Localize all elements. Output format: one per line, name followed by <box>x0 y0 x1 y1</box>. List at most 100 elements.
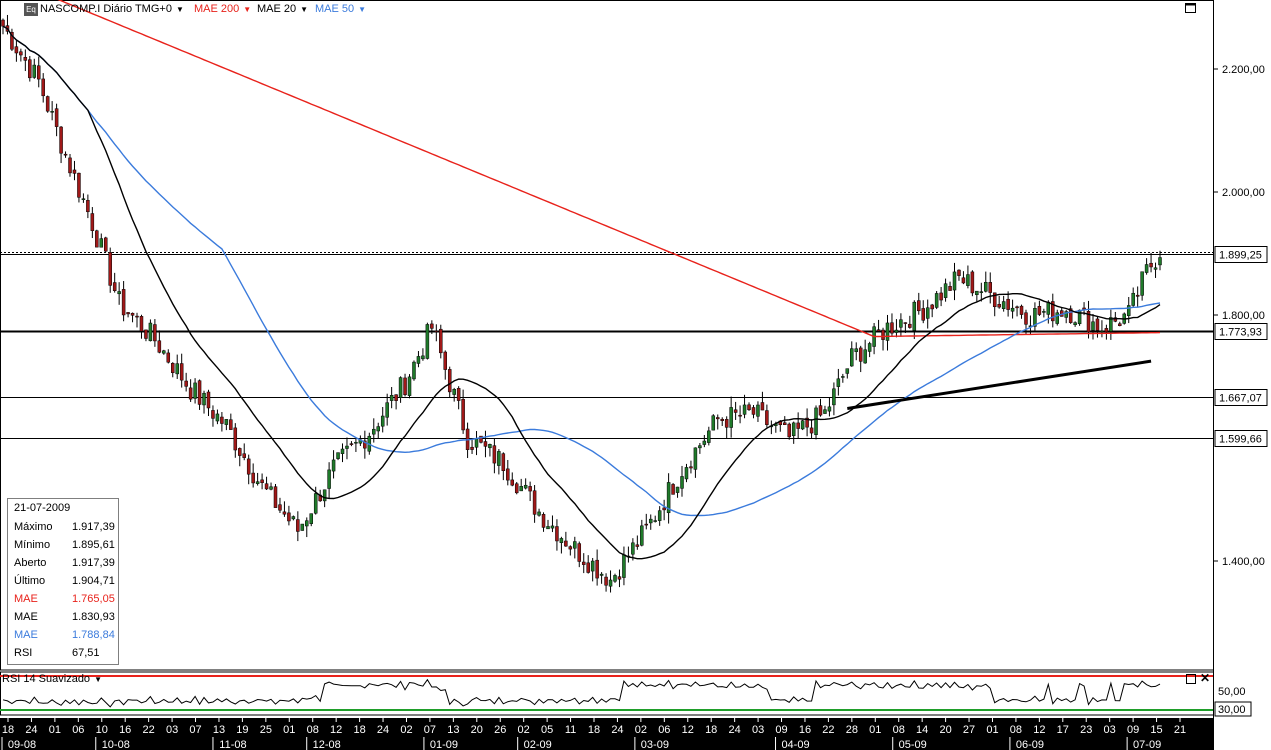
candle <box>827 397 832 417</box>
candle <box>86 194 90 219</box>
candle <box>269 482 273 491</box>
day-tick-label: 28 <box>846 724 858 736</box>
candle <box>300 523 305 531</box>
candle <box>903 322 908 333</box>
candle <box>1068 305 1073 324</box>
support-trendline <box>847 359 1152 410</box>
day-tick-label: 13 <box>447 724 459 736</box>
candle <box>36 56 41 88</box>
day-tick-label: 01 <box>986 724 998 736</box>
candle <box>796 412 800 439</box>
day-tick-label: 12 <box>330 724 342 736</box>
rsi-dropdown-icon[interactable]: ▼ <box>94 675 102 684</box>
candle <box>282 501 287 517</box>
candle <box>881 327 885 351</box>
candle <box>179 353 184 388</box>
candle <box>532 485 537 523</box>
candle <box>814 405 818 440</box>
candle <box>550 515 555 533</box>
candle <box>10 28 14 52</box>
candle <box>108 247 112 293</box>
candle <box>599 572 604 584</box>
rsi-close-icon[interactable]: ✕ <box>1200 671 1211 685</box>
rsi-selector[interactable]: RSI 14 Suavizado ▼ <box>2 673 102 685</box>
day-tick-label: 10 <box>96 724 108 736</box>
candle <box>95 229 99 248</box>
candle <box>345 437 349 460</box>
candle <box>363 430 367 459</box>
day-tick-label: 24 <box>377 724 389 736</box>
candle <box>729 396 733 438</box>
rsi-maximize-icon[interactable] <box>1186 674 1196 687</box>
candle <box>850 341 854 367</box>
indicator-mae20[interactable]: MAE 20 ▼ <box>257 3 309 15</box>
candle <box>403 373 407 397</box>
candle <box>1051 293 1055 328</box>
day-tick-label: 19 <box>236 724 248 736</box>
candle <box>760 391 765 411</box>
candle <box>278 497 282 513</box>
day-tick-label: 08 <box>1010 724 1022 736</box>
candle <box>211 405 215 427</box>
candle <box>19 48 23 62</box>
symbol-selector[interactable]: NASCOMP.I Diário TMG+0 ▼ <box>40 3 184 15</box>
maximize-icon[interactable] <box>1185 3 1196 16</box>
rsi-level-0: 50,00 <box>1215 684 1251 698</box>
candle <box>376 422 380 439</box>
info-panel: 21-07-2009 Máximo 1.917,39 Mínimo 1.895,61… <box>7 498 119 665</box>
day-tick-label: 03 <box>752 724 764 736</box>
candle <box>604 573 608 592</box>
candle <box>157 330 162 354</box>
candle <box>103 236 108 253</box>
candle <box>416 351 421 368</box>
candle <box>555 519 559 551</box>
mae50-dropdown-icon[interactable]: ▼ <box>358 5 367 14</box>
candle <box>791 421 796 444</box>
candle <box>711 414 716 431</box>
day-tick-label: 09 <box>1127 724 1139 736</box>
candle <box>327 462 331 500</box>
candle <box>1015 305 1019 317</box>
day-tick-label: 26 <box>494 724 506 736</box>
info-row-last: Último 1.904,71 <box>14 575 115 587</box>
info-row-rsi: RSI 67,51 <box>14 647 100 659</box>
candle <box>1073 321 1077 327</box>
rsi-level-1: 30,00 <box>1214 701 1252 717</box>
hline-label-0: 1.899,25 <box>1214 246 1268 263</box>
candle <box>832 382 836 416</box>
candle <box>354 438 358 452</box>
mae200-dropdown-icon[interactable]: ▼ <box>243 5 252 14</box>
indicator-mae50[interactable]: MAE 50 ▼ <box>315 3 367 15</box>
candle <box>506 459 510 486</box>
candle <box>264 476 269 490</box>
hline-label-2: 1.667,07 <box>1214 389 1268 406</box>
day-tick-label: 09 <box>775 724 787 736</box>
candle <box>456 386 461 410</box>
candle <box>233 423 238 458</box>
candle <box>1091 313 1095 340</box>
candle <box>340 443 345 463</box>
day-tick-label: 14 <box>916 724 928 736</box>
candle <box>220 412 224 432</box>
candle <box>1131 287 1135 307</box>
day-tick-label: 13 <box>213 724 225 736</box>
day-tick-label: 12 <box>1033 724 1045 736</box>
candle <box>756 401 760 422</box>
indicator-mae200[interactable]: MAE 200 ▼ <box>194 3 252 15</box>
candle <box>349 441 354 447</box>
mae20-dropdown-icon[interactable]: ▼ <box>300 5 309 14</box>
candle <box>112 272 117 293</box>
candle <box>684 463 689 483</box>
svg-text:1.899,25: 1.899,25 <box>1219 250 1262 262</box>
candle <box>50 101 54 121</box>
candle <box>153 319 157 347</box>
candle <box>671 483 675 495</box>
month-tick-label: 12-08 <box>313 739 341 750</box>
symbol-dropdown-icon[interactable]: ▼ <box>175 5 184 14</box>
candle <box>139 314 144 339</box>
candle <box>430 320 434 335</box>
candle <box>380 406 385 433</box>
candle <box>836 368 841 396</box>
candle <box>581 553 586 574</box>
candle <box>215 409 220 425</box>
